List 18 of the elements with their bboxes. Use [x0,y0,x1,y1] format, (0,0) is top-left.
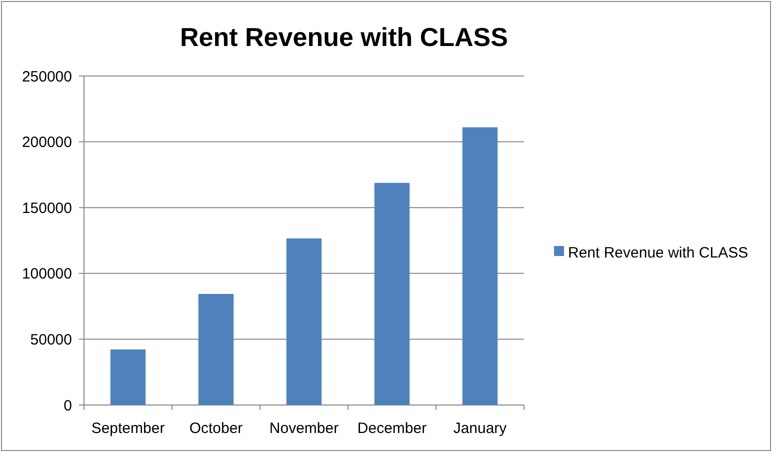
y-tick-label: 150000 [22,200,72,217]
y-tick-label: 100000 [22,266,72,283]
y-tick-label: 50000 [30,331,72,348]
bar [286,238,322,405]
x-tick-label: October [189,420,243,437]
y-tick-label: 200000 [22,134,72,152]
x-tick-label: November [269,420,339,437]
chart-title: Rent Revenue with CLASS [180,22,508,52]
x-tick-label: December [357,420,427,437]
y-tick-label: 0 [64,397,72,414]
y-tick-label: 250000 [22,68,72,86]
bar [110,349,146,405]
x-tick-label: January [453,420,508,437]
x-tick-label: September [91,420,165,437]
bar [374,182,410,405]
bar [198,294,234,405]
bar [462,127,498,405]
legend-label: Rent Revenue with CLASS [568,244,748,262]
